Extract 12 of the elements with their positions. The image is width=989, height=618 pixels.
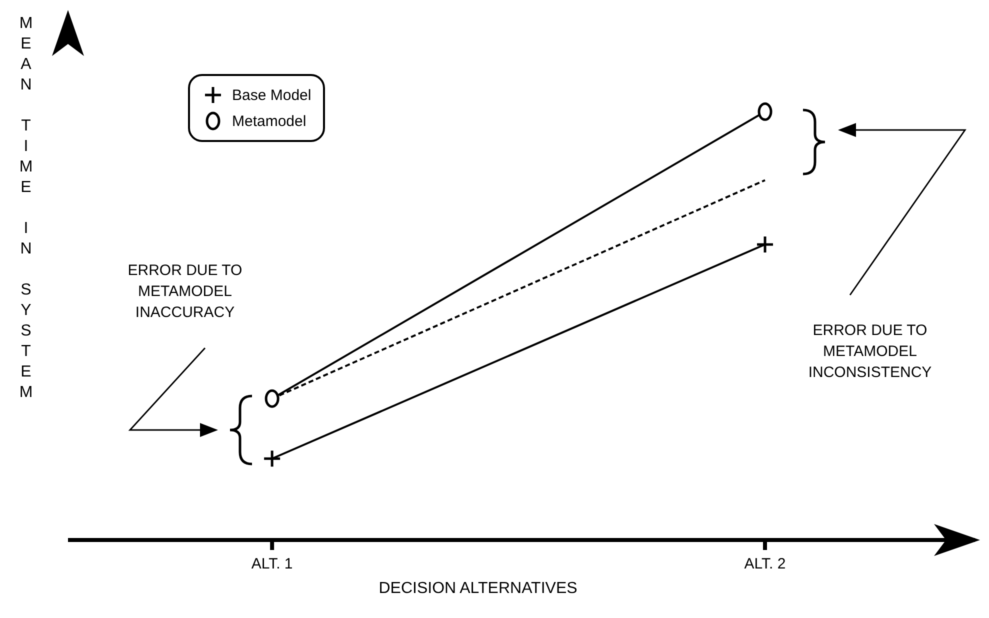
- point: [264, 389, 280, 408]
- point: [756, 235, 774, 254]
- legend-label: Metamodel: [232, 112, 306, 130]
- annotation: ERROR DUE TO METAMODEL INACCURACY: [126, 261, 244, 323]
- x-tick-label: ALT. 2: [744, 556, 786, 573]
- legend-label: Base Model: [232, 86, 312, 104]
- text: MEAN TIME IN SYSTEM: [19, 15, 33, 401]
- annotation: ERROR DUE TO METAMODEL INCONSISTENCY: [807, 321, 933, 383]
- point: [758, 102, 772, 121]
- point: [262, 449, 282, 468]
- x-axis-title: DECISION ALTERNATIVES: [378, 580, 578, 597]
- x-tick-label: ALT. 1: [251, 556, 293, 573]
